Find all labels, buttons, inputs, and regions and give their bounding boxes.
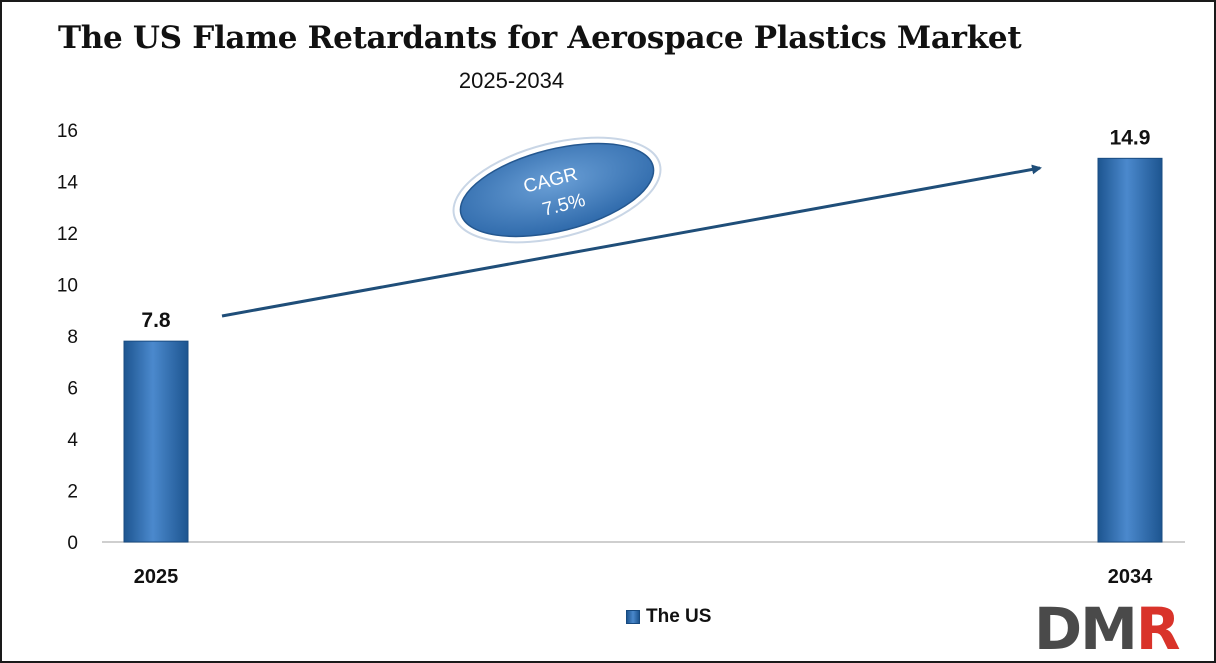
bar-2025 (123, 340, 189, 543)
cagr-arrow (221, 164, 1042, 318)
logo-letter-m: M (1080, 595, 1138, 663)
y-tick-label: 0 (67, 533, 78, 554)
logo-letter-d: D (1034, 595, 1082, 663)
data-label: 7.8 (141, 309, 171, 332)
chart-title: The US Flame Retardants for Aerospace Pl… (58, 20, 1022, 56)
legend-label: The US (646, 606, 712, 627)
cagr-ellipse (459, 142, 655, 238)
cagr-annotation: CAGR 7.5% (221, 136, 1042, 318)
x-tick-label: 2034 (1108, 566, 1153, 588)
y-tick-label: 12 (57, 224, 78, 245)
y-tick-label: 8 (67, 327, 78, 348)
legend-swatch (626, 610, 640, 624)
y-tick-label: 14 (57, 173, 79, 194)
y-tick-label: 4 (67, 430, 78, 451)
chart-subtitle: 2025-2034 (458, 68, 565, 93)
x-tick-label: 2025 (134, 566, 179, 588)
dmr-logo: DMR (1034, 600, 1181, 658)
logo-letter-r: R (1135, 595, 1181, 663)
bar-2034 (1097, 157, 1163, 543)
y-tick-label: 10 (57, 276, 78, 297)
data-label: 14.9 (1110, 126, 1151, 149)
legend: The US (626, 606, 711, 628)
y-tick-label: 6 (67, 379, 78, 400)
y-tick-label: 16 (57, 121, 78, 142)
y-tick-label: 2 (67, 482, 78, 503)
